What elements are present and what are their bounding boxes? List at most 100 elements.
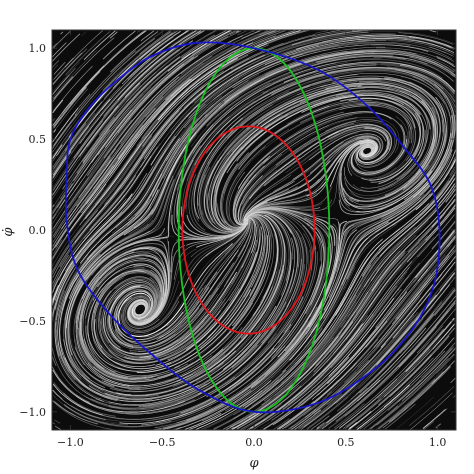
streamline [209, 288, 264, 355]
streamline [108, 334, 261, 405]
streamline [242, 116, 400, 198]
streamline [66, 165, 182, 328]
streamline [325, 124, 393, 165]
streamline [262, 63, 377, 94]
y-tick-label: 1.0 [29, 42, 47, 55]
streamline [316, 422, 325, 429]
streamline [392, 247, 455, 325]
streamline [378, 192, 443, 254]
streamline [359, 102, 416, 181]
streamline [163, 30, 274, 101]
streamline [316, 387, 368, 430]
streamline [356, 421, 368, 430]
streamline [243, 36, 407, 72]
streamline [328, 298, 395, 377]
streamline [370, 357, 449, 430]
curve-layer [64, 41, 441, 414]
streamline [450, 73, 456, 78]
streamline [432, 324, 455, 350]
streamline [321, 379, 381, 430]
streamline [94, 319, 171, 370]
streamline [129, 94, 231, 223]
streamline [52, 68, 123, 152]
streamline [87, 288, 181, 377]
streamline [195, 228, 287, 383]
streamline [325, 119, 397, 168]
streamline [233, 152, 277, 226]
streamline [172, 264, 284, 387]
streamline [263, 126, 391, 187]
streamline [131, 248, 167, 321]
streamline [287, 425, 294, 430]
streamline [101, 278, 159, 344]
streamline [376, 204, 441, 272]
streamline [53, 57, 74, 80]
streamline [375, 230, 455, 328]
streamline [52, 120, 104, 191]
streamline [123, 132, 197, 236]
streamline [435, 55, 455, 66]
streamline [118, 75, 194, 159]
streamline [79, 138, 180, 264]
streamline [52, 211, 123, 321]
streamline [239, 385, 302, 430]
streamline [292, 133, 384, 180]
streamline [54, 170, 111, 249]
streamline [260, 399, 301, 429]
streamline [90, 86, 152, 161]
streamline [361, 212, 452, 322]
streamline [288, 371, 357, 430]
streamline [204, 46, 386, 118]
streamline [180, 30, 255, 75]
streamline [353, 250, 403, 317]
streamline [236, 253, 360, 409]
streamline [279, 51, 444, 72]
streamline [75, 376, 236, 415]
streamline [53, 76, 74, 100]
streamline [206, 296, 304, 398]
streamline [74, 183, 174, 297]
streamline [124, 257, 282, 396]
streamline [294, 305, 419, 428]
streamline [221, 217, 281, 356]
streamline [346, 312, 418, 391]
streamline [334, 342, 429, 430]
streamline [400, 75, 453, 142]
streamline [248, 418, 266, 430]
streamline [109, 31, 118, 39]
streamline [53, 87, 87, 129]
streamline [242, 138, 320, 205]
streamline [129, 287, 219, 352]
streamline [401, 347, 456, 402]
streamline [55, 227, 113, 311]
streamline [254, 67, 381, 103]
streamline [52, 139, 119, 234]
streamline [64, 182, 160, 299]
streamline [397, 255, 450, 320]
streamline [80, 254, 163, 343]
streamline [358, 81, 437, 171]
streamline [377, 317, 456, 399]
streamline [96, 279, 161, 367]
streamline [246, 315, 368, 430]
streamline [231, 426, 235, 429]
streamline [373, 283, 427, 347]
streamline [231, 409, 264, 430]
streamline [137, 30, 141, 33]
streamline [365, 237, 456, 348]
streamline [302, 254, 404, 381]
streamline [52, 125, 72, 153]
streamline [284, 224, 316, 333]
streamline [155, 300, 223, 358]
streamline [210, 101, 308, 231]
streamline [55, 150, 125, 248]
streamline [233, 77, 425, 133]
streamline [344, 399, 381, 429]
streamline [445, 188, 456, 203]
streamline [279, 362, 357, 430]
streamline [71, 87, 204, 247]
streamline [170, 106, 234, 225]
streamline [199, 108, 264, 216]
streamline [53, 65, 93, 111]
streamline [52, 193, 133, 305]
